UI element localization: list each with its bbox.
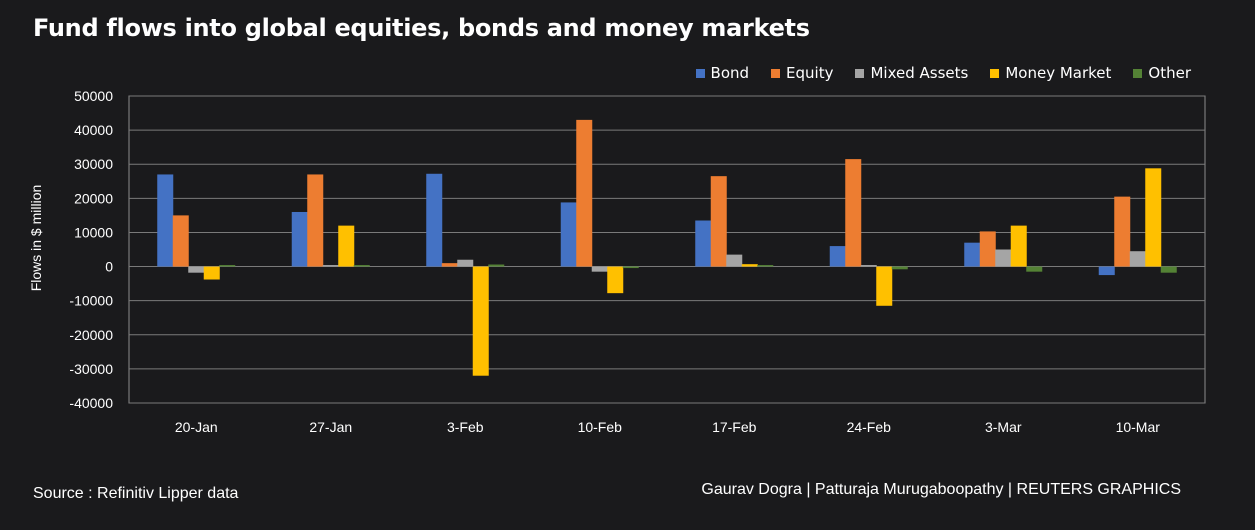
bar-other xyxy=(622,266,639,269)
y-tick-label: 40000 xyxy=(74,122,113,138)
legend-label-money-market: Money Market xyxy=(1005,64,1112,82)
y-tick-label: 50000 xyxy=(74,88,113,104)
x-tick-label: 20-Jan xyxy=(175,419,218,435)
bar-money-market xyxy=(741,264,758,267)
y-tick-label: -40000 xyxy=(69,395,113,411)
bar-bond xyxy=(291,211,308,267)
bar-other xyxy=(488,264,505,267)
legend-swatch-mixed-assets xyxy=(855,68,865,78)
bar-other xyxy=(1160,266,1177,273)
y-tick-label: 20000 xyxy=(74,190,113,206)
bar-equity xyxy=(710,176,727,267)
chart-title: Fund flows into global equities, bonds a… xyxy=(33,14,810,42)
bar-bond xyxy=(560,202,577,267)
bar-bond xyxy=(157,174,174,267)
bar-mixed-assets xyxy=(860,265,877,267)
legend-swatch-money-market xyxy=(990,68,1000,78)
y-tick-label: 10000 xyxy=(74,224,113,240)
bar-mixed-assets xyxy=(726,254,743,267)
legend-label-other: Other xyxy=(1148,64,1191,82)
credit-line: Gaurav Dogra | Patturaja Murugaboopathy … xyxy=(701,481,1181,498)
x-tick-label: 24-Feb xyxy=(847,419,892,435)
y-tick-label: -30000 xyxy=(69,361,113,377)
legend-swatch-other xyxy=(1133,68,1143,78)
bar-mixed-assets xyxy=(591,266,608,272)
y-tick-label: 0 xyxy=(105,259,113,275)
bar-other xyxy=(219,265,236,267)
legend-item-equity: Equity xyxy=(771,64,833,82)
legend-swatch-bond xyxy=(695,68,705,78)
bar-money-market xyxy=(338,225,355,267)
bar-money-market xyxy=(1010,225,1027,267)
bar-other xyxy=(353,265,370,267)
bar-mixed-assets xyxy=(457,259,474,267)
bar-bond xyxy=(964,242,981,267)
source-note: Source : Refinitiv Lipper data xyxy=(33,485,239,502)
bar-mixed-assets xyxy=(1129,251,1146,267)
legend-swatch-equity xyxy=(771,68,781,78)
bar-equity xyxy=(441,263,458,267)
legend-label-mixed-assets: Mixed Assets xyxy=(870,64,969,82)
bar-equity xyxy=(172,215,189,267)
bar-chart: 50000 40000 30000 20000 10000 0 -10000 -20000 -3… xyxy=(69,88,1206,435)
legend-item-other: Other xyxy=(1133,64,1191,82)
x-tick-label: 3-Feb xyxy=(447,419,484,435)
bar-equity xyxy=(979,231,996,267)
bar-bond xyxy=(426,173,443,267)
bar-money-market xyxy=(607,266,624,294)
bar-mixed-assets xyxy=(995,249,1012,267)
y-tick-label: 30000 xyxy=(74,156,113,172)
bar-mixed-assets xyxy=(188,266,205,273)
x-tick-label: 27-Jan xyxy=(309,419,352,435)
legend-item-bond: Bond xyxy=(695,64,750,82)
y-tick-label: -20000 xyxy=(69,327,113,343)
x-tick-label: 17-Feb xyxy=(712,419,757,435)
bar-equity xyxy=(576,119,593,267)
bar-mixed-assets xyxy=(322,265,339,267)
bar-equity xyxy=(307,174,324,267)
legend-label-bond: Bond xyxy=(710,64,750,82)
bar-money-market xyxy=(1145,168,1162,267)
bar-bond xyxy=(829,246,846,267)
bar-other xyxy=(891,266,908,270)
plot-area-border xyxy=(128,95,1206,404)
x-tick-label: 10-Feb xyxy=(578,419,623,435)
bar-equity xyxy=(845,159,862,267)
bar-equity xyxy=(1114,196,1131,267)
bar-money-market xyxy=(472,266,489,376)
legend-item-mixed-assets: Mixed Assets xyxy=(855,64,968,82)
legend-item-money-market: Money Market xyxy=(990,64,1111,82)
bar-other xyxy=(1026,266,1043,272)
x-tick-label: 10-Mar xyxy=(1116,419,1161,435)
y-tick-label: -10000 xyxy=(69,293,113,309)
legend-label-equity: Equity xyxy=(786,64,834,82)
bar-bond xyxy=(695,220,712,267)
bar-money-market xyxy=(203,266,220,280)
bar-bond xyxy=(1098,266,1115,276)
x-tick-label: 3-Mar xyxy=(985,419,1022,435)
bar-other xyxy=(757,265,774,267)
legend: Bond Equity Mixed Assets Money Market Ot… xyxy=(695,64,1191,82)
bar-money-market xyxy=(876,266,893,306)
